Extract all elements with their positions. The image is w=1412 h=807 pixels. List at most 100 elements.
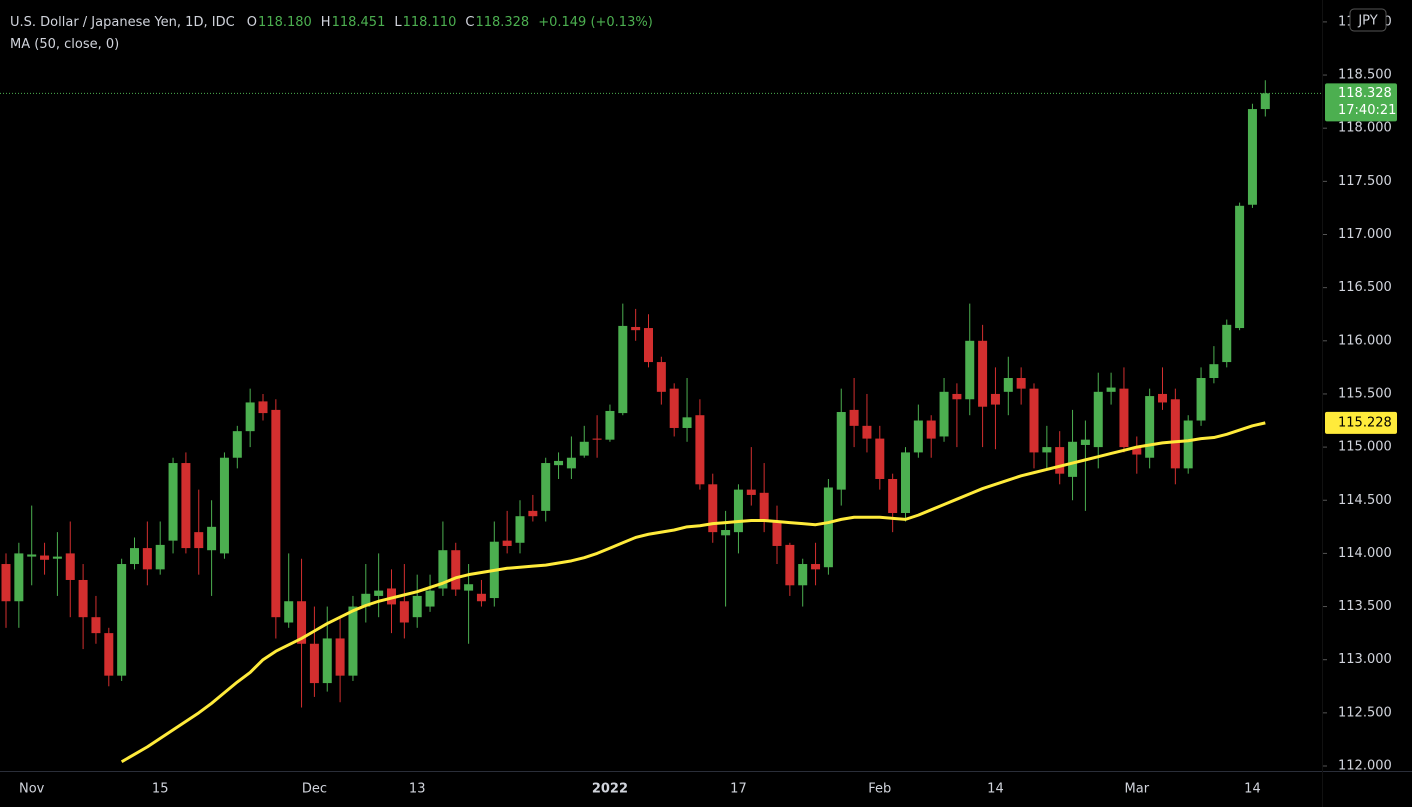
x-tick-label: 13: [409, 782, 426, 797]
price-axis: 112.000 112.500 113.000 113.500 114.000 114.5…: [1323, 8, 1397, 774]
candle-body: [1080, 439, 1090, 445]
change: +0.149 (+0.13%): [538, 15, 653, 30]
candle-body: [1119, 388, 1129, 448]
legend: U.S. Dollar / Japanese Yen, 1D, IDC O118…: [10, 12, 662, 56]
candle-body: [528, 510, 538, 517]
candle-body: [1055, 447, 1065, 474]
candle-body: [990, 393, 1000, 405]
x-tick-label: 2022: [592, 782, 628, 797]
plot-area: [0, 80, 1322, 764]
candle-body: [104, 633, 114, 676]
candle-body: [605, 410, 615, 440]
currency-label[interactable]: JPY: [1357, 14, 1377, 29]
candle-body: [78, 579, 88, 618]
x-tick-label: 14: [987, 782, 1004, 797]
candle-body: [1158, 393, 1167, 403]
candle-body: [374, 590, 384, 596]
candle-body: [785, 544, 795, 586]
x-tick-label: 15: [152, 782, 169, 797]
ohlc-value: 118.451: [331, 15, 386, 30]
candle-body: [1, 564, 11, 602]
candle-body: [888, 478, 898, 514]
candle-body: [554, 460, 564, 466]
ohlc-key: C: [465, 15, 475, 30]
y-tick-label: 117.000: [1338, 227, 1392, 242]
candle-body: [901, 452, 910, 514]
candle-body: [438, 550, 448, 589]
candle-body: [207, 526, 217, 551]
y-tick-label: 112.000: [1338, 759, 1392, 774]
candle-body: [309, 643, 319, 684]
candle-body: [1222, 324, 1232, 363]
candle-body: [117, 564, 127, 676]
candle-body: [875, 438, 885, 479]
candle-body: [168, 463, 178, 541]
ohlc-key: H: [320, 15, 331, 30]
candle-body: [335, 638, 345, 676]
symbol-title: U.S. Dollar / Japanese Yen, 1D, IDC: [10, 15, 235, 30]
candle-body: [91, 617, 101, 634]
x-tick-label: Dec: [302, 782, 327, 797]
ma-value-box: [1325, 411, 1397, 434]
y-tick-label: 114.000: [1338, 546, 1392, 561]
x-tick-label: Mar: [1125, 782, 1150, 797]
candle-body: [271, 409, 281, 618]
candle-body: [194, 532, 204, 549]
candle-body: [746, 489, 756, 495]
candle-body: [1106, 387, 1116, 392]
currency-button[interactable]: [1349, 8, 1387, 32]
candle-body: [669, 388, 679, 428]
indicator-name[interactable]: MA (50, close, 0): [10, 37, 120, 52]
candle-body: [322, 638, 332, 684]
candle-body: [1170, 399, 1180, 469]
candle-body: [1235, 205, 1245, 329]
candle-body: [733, 489, 743, 533]
ma-line: [120, 421, 1266, 764]
candle-body: [682, 417, 692, 428]
candle-body: [772, 521, 782, 546]
candle-body: [721, 530, 731, 536]
candle-body: [579, 441, 589, 456]
y-tick-label: 117.500: [1338, 174, 1392, 189]
y-tick-label: 115.500: [1338, 386, 1392, 401]
candle-body: [245, 402, 255, 432]
candle-body: [823, 487, 833, 568]
candle-body: [348, 606, 358, 676]
candle-body: [464, 584, 474, 591]
candle-body: [476, 593, 486, 602]
candle-body: [913, 420, 923, 453]
candle-body: [1196, 378, 1206, 421]
ohlc-key: O: [246, 15, 258, 30]
x-tick-label: Nov: [19, 782, 45, 797]
candle-body: [656, 362, 666, 392]
y-tick-label: 114.500: [1338, 493, 1392, 508]
candle-body: [759, 492, 769, 522]
candle-body: [566, 457, 576, 469]
candle-body: [1247, 109, 1257, 205]
last-price-box: [1325, 83, 1397, 122]
candle-body: [708, 484, 718, 533]
x-tick-label: 17: [730, 782, 747, 797]
candle-body: [862, 425, 872, 439]
candle-body: [130, 548, 139, 565]
candle-body: [232, 431, 242, 458]
y-tick-label: 116.500: [1338, 280, 1392, 295]
countdown-label: 17:40:21: [1338, 103, 1396, 118]
candle-body: [181, 463, 191, 549]
indicator-legend[interactable]: MA (50, close, 0): [10, 34, 662, 56]
candle-body: [258, 401, 268, 414]
y-tick-label: 112.500: [1338, 705, 1392, 720]
candle-body: [939, 391, 949, 437]
candle-body: [142, 548, 152, 570]
ohlc-value: 118.328: [475, 15, 530, 30]
candle-body: [297, 601, 307, 644]
x-tick-label: Feb: [868, 782, 891, 797]
candle-body: [387, 588, 396, 605]
ohlc-value: 118.180: [258, 15, 312, 30]
candle-body: [1132, 447, 1142, 455]
candle-body: [1003, 378, 1013, 392]
candle-body: [836, 412, 846, 490]
y-tick-label: 118.500: [1338, 68, 1392, 83]
